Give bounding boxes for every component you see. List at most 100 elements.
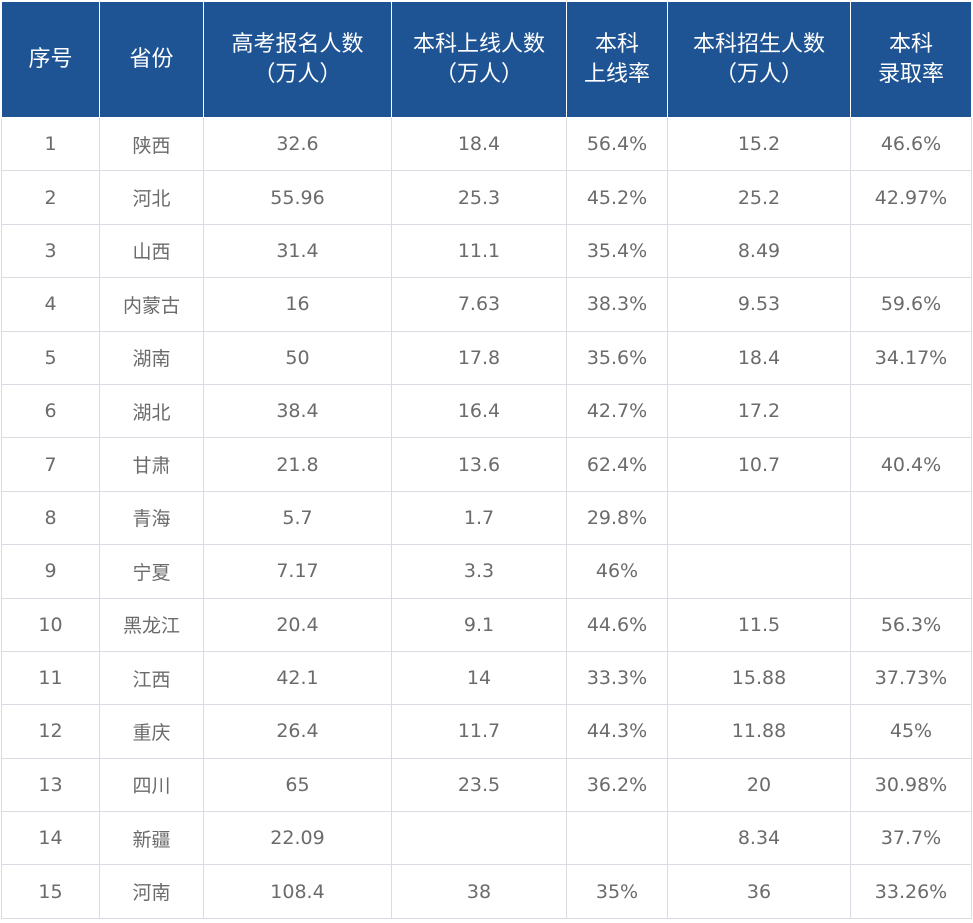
cell-admit-rate: 56.3% [850,597,972,652]
cell-enrolled: 36 [667,864,851,919]
cell-enrolled: 11.5 [667,597,851,652]
cell-pass-rate: 35% [566,864,668,919]
cell-admit-rate: 34.17% [850,330,972,385]
cell-enrolled: 8.49 [667,223,851,279]
cell-province: 内蒙古 [99,277,204,332]
cell-index: 6 [1,383,100,439]
cell-passed: 18.4 [391,116,567,172]
cell-passed: 9.1 [391,597,567,652]
cell-passed: 25.3 [391,170,567,225]
table-row: 10 黑龙江 20.4 9.1 44.6% 11.5 56.3% [1,597,972,652]
cell-admit-rate: 37.7% [850,811,972,866]
cell-index: 7 [1,437,100,492]
cell-province: 黑龙江 [99,597,204,652]
cell-province: 四川 [99,757,204,813]
header-line: 本科招生人数 [692,31,825,57]
cell-enrolled [667,490,851,546]
cell-enrolled: 8.34 [667,811,851,866]
cell-enrolled: 17.2 [667,383,851,439]
cell-province: 湖北 [99,383,204,439]
cell-applicants: 65 [203,757,392,813]
cell-pass-rate: 44.6% [566,597,668,652]
cell-province: 陕西 [99,116,204,172]
header-applicants: 高考报名人数 （万人） [203,1,392,118]
cell-admit-rate [850,544,972,599]
cell-pass-rate: 42.7% [566,383,668,439]
cell-passed: 11.7 [391,704,567,759]
table-row: 6 湖北 38.4 16.4 42.7% 17.2 [1,383,972,439]
cell-index: 5 [1,330,100,385]
header-line: （万人） [714,61,803,87]
table-row: 11 江西 42.1 14 33.3% 15.88 37.73% [1,650,972,706]
cell-index: 2 [1,170,100,225]
cell-pass-rate: 45.2% [566,170,668,225]
cell-admit-rate: 37.73% [850,650,972,706]
cell-enrolled: 18.4 [667,330,851,385]
cell-applicants: 55.96 [203,170,392,225]
table-row: 15 河南 108.4 38 35% 36 33.26% [1,864,972,919]
cell-admit-rate [850,383,972,439]
header-line: 序号 [28,46,73,72]
cell-index: 8 [1,490,100,546]
table-row: 9 宁夏 7.17 3.3 46% [1,544,972,599]
header-line: 录取率 [877,61,944,87]
cell-province: 湖南 [99,330,204,385]
cell-enrolled: 20 [667,757,851,813]
cell-province: 河南 [99,864,204,919]
cell-index: 4 [1,277,100,332]
cell-pass-rate: 44.3% [566,704,668,759]
cell-applicants: 7.17 [203,544,392,599]
header-pass-rate: 本科 上线率 [566,1,668,118]
cell-applicants: 42.1 [203,650,392,706]
header-line: 高考报名人数 [231,31,364,57]
table-body: 1 陕西 32.6 18.4 56.4% 15.2 46.6% 2 河北 55.96 25.3 45.… [1,116,972,919]
cell-enrolled: 15.88 [667,650,851,706]
cell-passed [391,811,567,866]
cell-admit-rate: 42.97% [850,170,972,225]
cell-admit-rate: 45% [850,704,972,759]
table-row: 2 河北 55.96 25.3 45.2% 25.2 42.97% [1,170,972,225]
table-header: 序号 省份 高考报名人数 （万人） 本科上线人数 （万人） 本科 上线率 本科招生人数 （万人）本… [1,1,972,118]
cell-pass-rate: 35.6% [566,330,668,385]
cell-enrolled: 11.88 [667,704,851,759]
table-row: 12 重庆 26.4 11.7 44.3% 11.88 45% [1,704,972,759]
header-index: 序号 [1,1,100,118]
cell-province: 重庆 [99,704,204,759]
cell-admit-rate [850,490,972,546]
table-row: 8 青海 5.7 1.7 29.8% [1,490,972,546]
cell-enrolled: 25.2 [667,170,851,225]
cell-applicants: 5.7 [203,490,392,546]
cell-passed: 3.3 [391,544,567,599]
cell-pass-rate: 29.8% [566,490,668,546]
cell-passed: 16.4 [391,383,567,439]
cell-applicants: 50 [203,330,392,385]
cell-applicants: 31.4 [203,223,392,279]
cell-applicants: 108.4 [203,864,392,919]
cell-passed: 23.5 [391,757,567,813]
header-admit-rate: 本科 录取率 [850,1,972,118]
cell-admit-rate [850,223,972,279]
header-line: 省份 [129,46,174,72]
header-line: 上线率 [583,61,650,87]
cell-pass-rate: 35.4% [566,223,668,279]
table-row: 1 陕西 32.6 18.4 56.4% 15.2 46.6% [1,116,972,172]
cell-applicants: 22.09 [203,811,392,866]
cell-applicants: 38.4 [203,383,392,439]
cell-index: 12 [1,704,100,759]
cell-index: 3 [1,223,100,279]
cell-province: 山西 [99,223,204,279]
cell-admit-rate: 33.26% [850,864,972,919]
header-line: 本科上线人数 [412,31,545,57]
cell-index: 11 [1,650,100,706]
cell-pass-rate: 62.4% [566,437,668,492]
header-line: 本科 [594,31,639,57]
cell-index: 14 [1,811,100,866]
cell-passed: 38 [391,864,567,919]
cell-admit-rate: 59.6% [850,277,972,332]
cell-pass-rate: 56.4% [566,116,668,172]
cell-applicants: 21.8 [203,437,392,492]
cell-index: 1 [1,116,100,172]
cell-province: 新疆 [99,811,204,866]
cell-passed: 11.1 [391,223,567,279]
